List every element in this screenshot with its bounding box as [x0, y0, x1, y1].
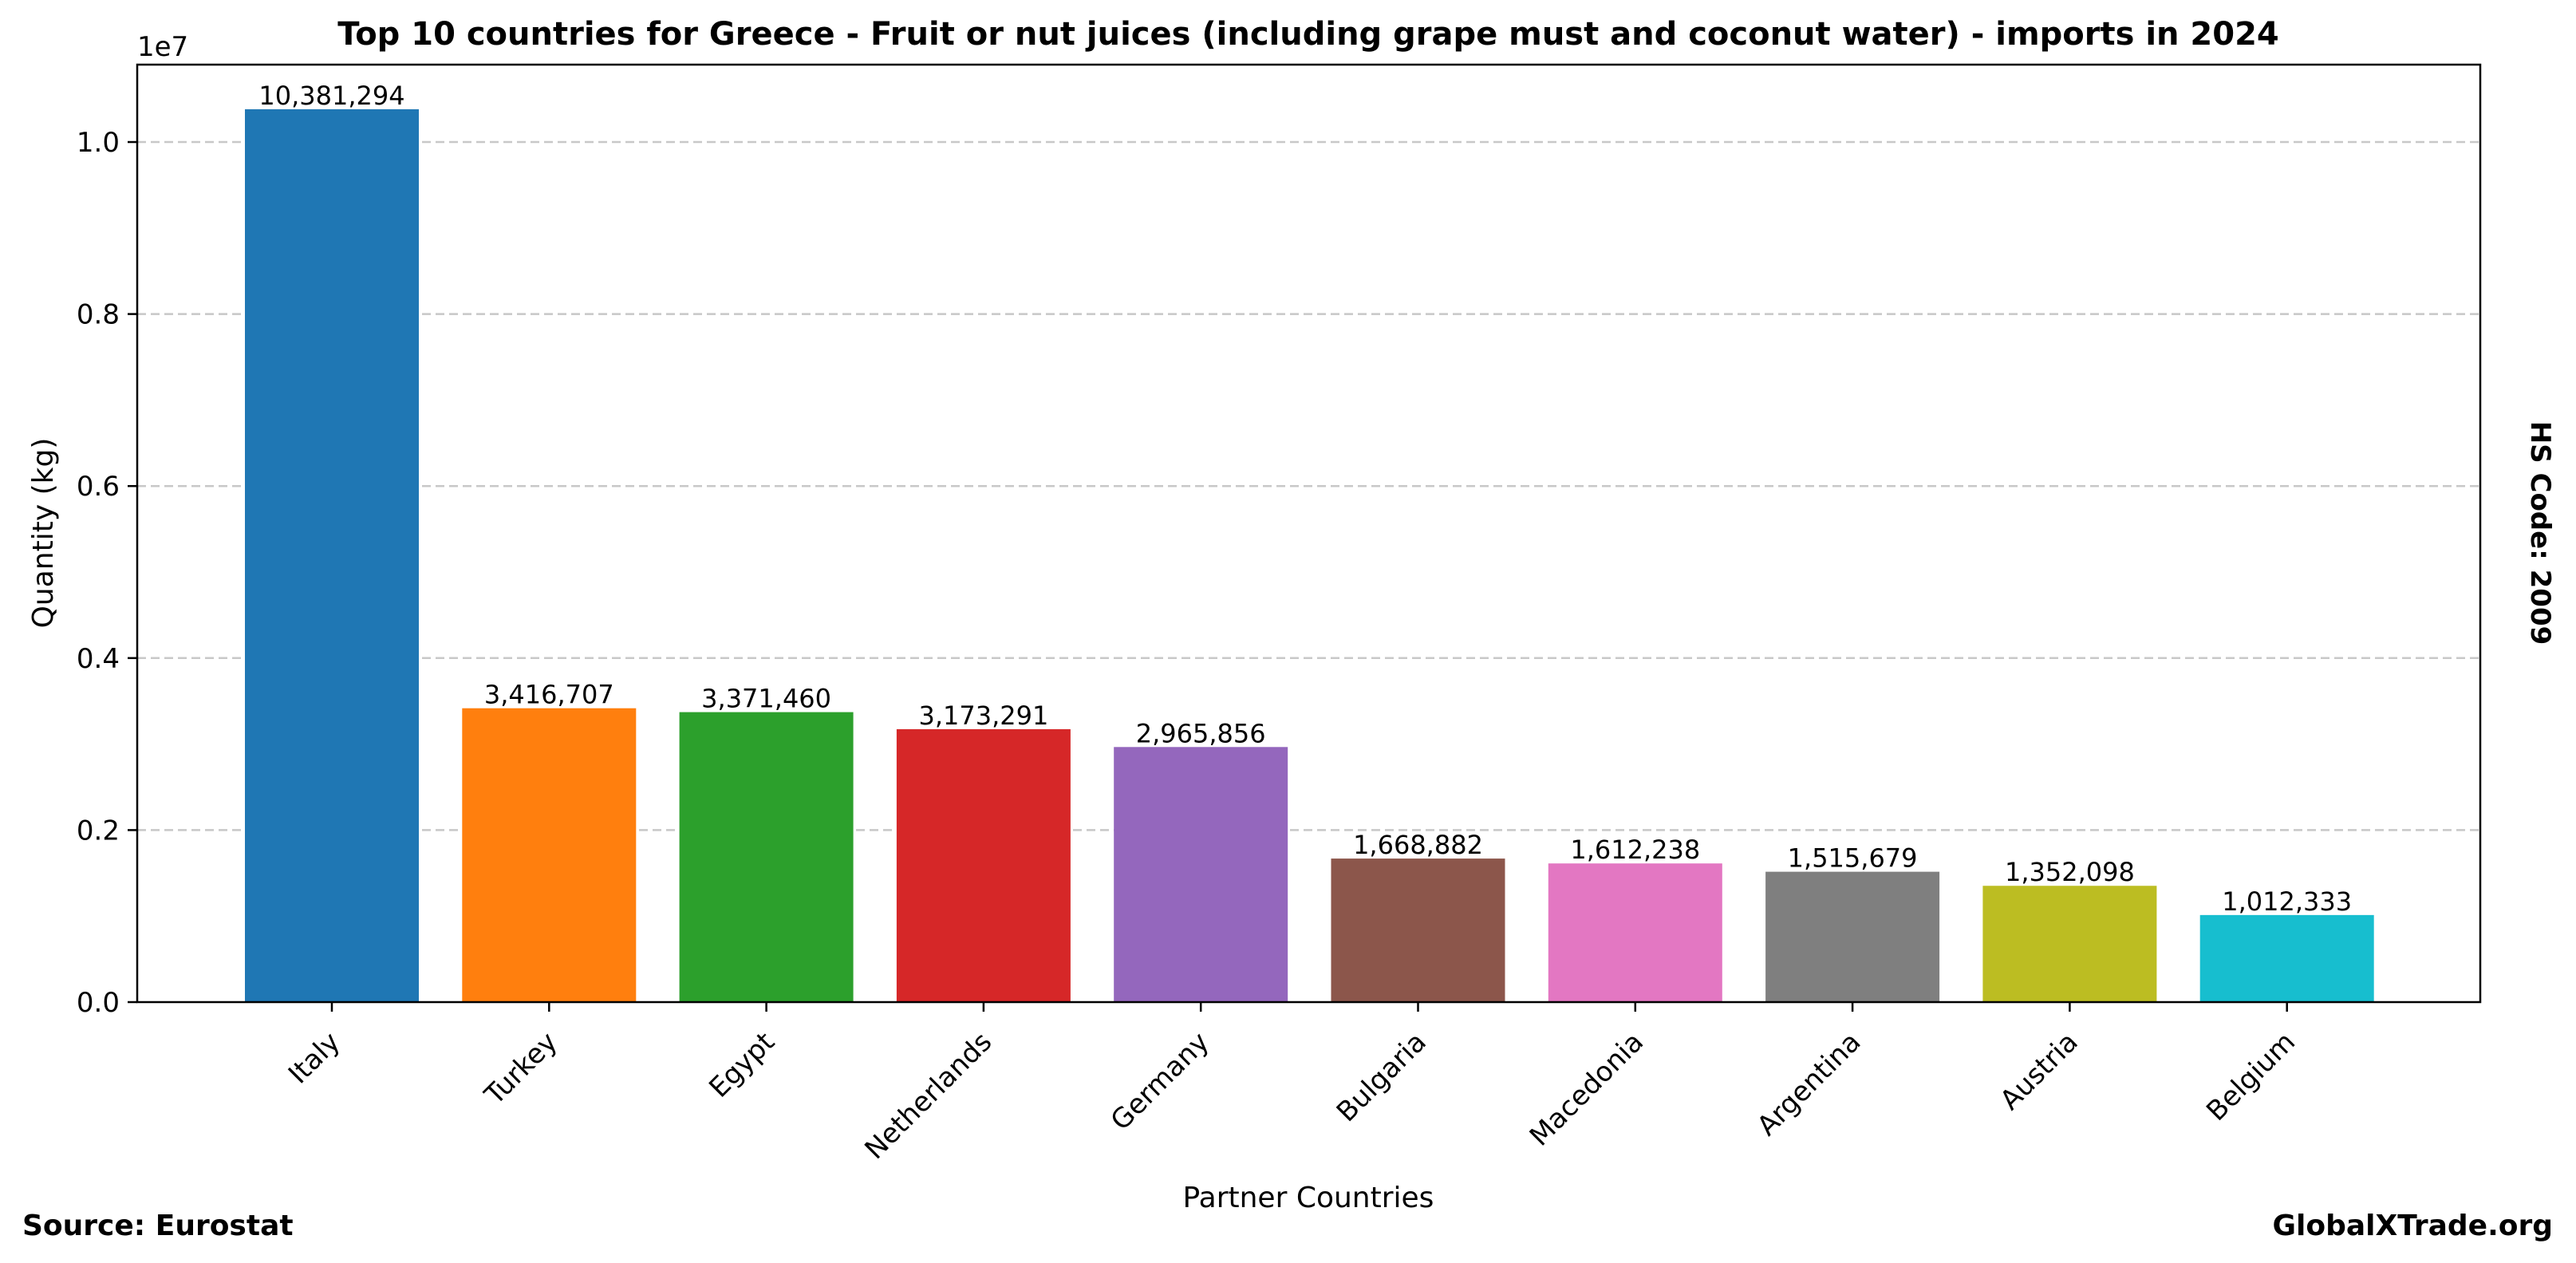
x-tick-label: Bulgaria: [1331, 1026, 1433, 1128]
bar: [1331, 858, 1505, 1002]
x-tick-label: Germany: [1105, 1026, 1216, 1137]
bar-value-label: 1,352,098: [2005, 857, 2135, 887]
x-tick-label: Netherlands: [858, 1026, 998, 1166]
y-tick-label: 0.4: [77, 643, 120, 675]
bar: [1548, 863, 1722, 1002]
brand-label: GlobalXTrade.org: [2272, 1210, 2553, 1242]
y-axis-ticks: 0.0 0.2 0.4 0.6 0.8 1.0: [77, 127, 137, 1019]
bar: [679, 712, 854, 1002]
bar: [896, 728, 1071, 1002]
x-axis-label: Partner Countries: [1183, 1182, 1434, 1214]
x-tick-label: Argentina: [1751, 1026, 1868, 1143]
grid-lines: [137, 140, 2480, 831]
y-tick-label: 1.0: [77, 127, 120, 159]
x-axis-ticks: Italy Turkey Egypt Netherlands Germany Bulgar…: [282, 1002, 2302, 1166]
x-tick-label: Austria: [1994, 1026, 2085, 1116]
plot-frame: [136, 63, 2482, 1004]
bar-value-label: 1,515,679: [1788, 843, 1918, 874]
hs-code-label: HS Code: 2009: [2524, 421, 2556, 645]
bar-value-label: 3,371,460: [701, 684, 831, 714]
x-tick-label: Italy: [282, 1026, 346, 1090]
bar: [462, 708, 637, 1002]
y-tick-label: 0.6: [77, 471, 120, 503]
y-tick-label: 0.0: [77, 987, 120, 1019]
x-tick-label: Turkey: [478, 1026, 563, 1111]
y-axis-label: Quantity (kg): [27, 438, 60, 629]
bar: [245, 109, 419, 1003]
bar-value-label: 1,012,333: [2222, 886, 2352, 917]
x-tick-label: Egypt: [703, 1026, 781, 1104]
bar: [1765, 871, 1940, 1002]
source-label: Source: Eurostat: [22, 1210, 294, 1242]
y-offset-label: 1e7: [137, 31, 188, 63]
chart-title: Top 10 countries for Greece - Fruit or n…: [337, 16, 2279, 53]
bars: [245, 109, 2374, 1003]
bar-value-label: 2,965,856: [1136, 718, 1266, 748]
bar: [2199, 914, 2374, 1002]
bar-value-label: 1,668,882: [1353, 830, 1483, 860]
y-tick-label: 0.2: [77, 815, 120, 847]
bar: [1114, 747, 1288, 1002]
bar-value-label: 1,612,238: [1570, 835, 1700, 865]
bar-value-labels: 10,381,294 3,416,707 3,371,460 3,173,291 2,9…: [258, 81, 2352, 917]
y-tick-label: 0.8: [77, 299, 120, 331]
bar-value-label: 3,173,291: [918, 701, 1048, 731]
bar: [1982, 886, 2157, 1002]
x-tick-label: Belgium: [2200, 1026, 2302, 1127]
bar-value-label: 10,381,294: [258, 81, 404, 111]
x-tick-label: Macedonia: [1524, 1026, 1650, 1152]
bar-value-label: 3,416,707: [484, 680, 614, 710]
